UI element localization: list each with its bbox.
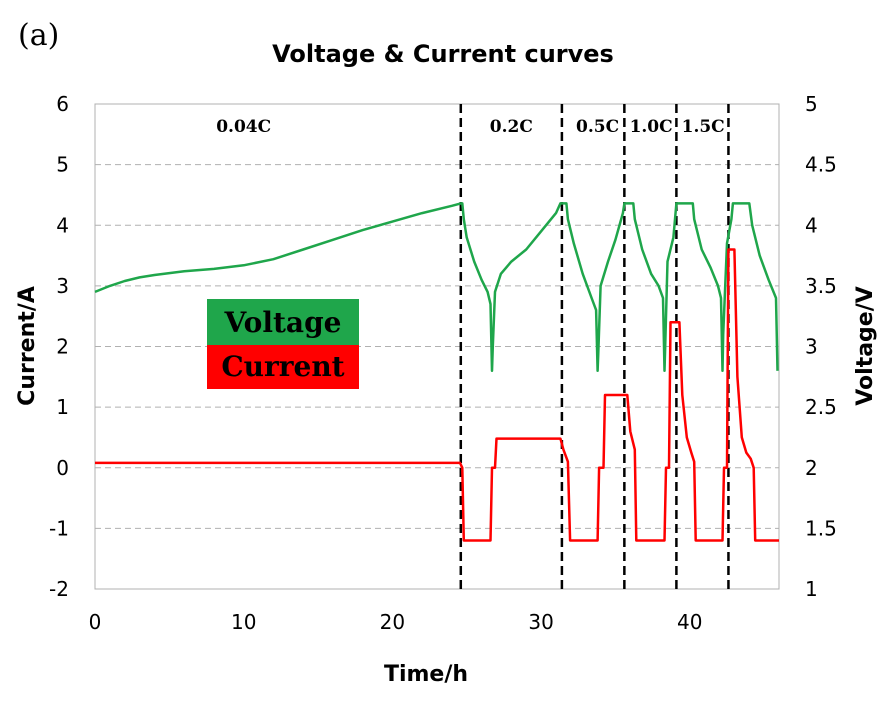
plot-frame xyxy=(94,103,780,590)
y-left-tick-label: 6 xyxy=(56,92,69,116)
legend-voltage-label: Voltage xyxy=(224,306,342,339)
rate-label: 0.2C xyxy=(490,117,533,137)
y-right-tick-label: 3.5 xyxy=(805,274,837,298)
legend-current-swatch xyxy=(207,345,359,389)
y-right-tick-label: 4.5 xyxy=(805,153,837,177)
y-right-tick-label: 1 xyxy=(805,577,818,601)
y-left-tick-label: -1 xyxy=(49,516,69,540)
rate-label: 1.0C xyxy=(630,117,673,137)
current-series-line xyxy=(95,248,779,542)
y-right-tick-label: 2 xyxy=(805,456,818,480)
x-tick-label: 0 xyxy=(89,610,102,634)
series-layer xyxy=(94,202,779,542)
y-left-tick-label: 5 xyxy=(56,153,69,177)
y-right-tick-label: 3 xyxy=(805,335,818,359)
rate-label: 0.04C xyxy=(216,117,271,137)
y-left-tick-label: 2 xyxy=(56,335,69,359)
y-axis-right-label: Voltage/V xyxy=(853,286,878,406)
x-tick-label: 40 xyxy=(677,610,702,634)
tick-layer: 0 10 20 30 40 -2 -1 0 1 2 3 4 5 6 1 1.5 2 2.5 3 3.5 4 4.5 5 xyxy=(49,92,837,634)
voltage-series-line xyxy=(94,202,779,373)
chart-title: Voltage & Current curves xyxy=(272,40,614,68)
x-tick-label: 20 xyxy=(380,610,405,634)
y-axis-left-label: Current/A xyxy=(15,286,40,406)
rate-label: 1.5C xyxy=(682,117,725,137)
y-right-tick-label: 1.5 xyxy=(805,516,837,540)
y-right-tick-label: 2.5 xyxy=(805,395,837,419)
y-left-tick-label: 4 xyxy=(56,213,69,237)
legend-current-label: Current xyxy=(221,350,344,383)
rate-label-layer: 0.04C 0.2C 0.5C 1.0C 1.5C xyxy=(216,117,724,137)
panel-label: (a) xyxy=(18,18,60,53)
x-axis-label: Time/h xyxy=(384,662,468,687)
legend-voltage-swatch xyxy=(207,299,359,345)
y-left-tick-label: 0 xyxy=(56,456,69,480)
y-right-tick-label: 4 xyxy=(805,213,818,237)
y-left-tick-label: 3 xyxy=(56,274,69,298)
legend: Voltage Current xyxy=(207,299,359,389)
x-tick-label: 10 xyxy=(231,610,256,634)
y-left-tick-label: 1 xyxy=(56,395,69,419)
x-tick-label: 30 xyxy=(528,610,553,634)
y-left-tick-label: -2 xyxy=(49,577,69,601)
rate-label: 0.5C xyxy=(576,117,619,137)
y-right-tick-label: 5 xyxy=(805,92,818,116)
